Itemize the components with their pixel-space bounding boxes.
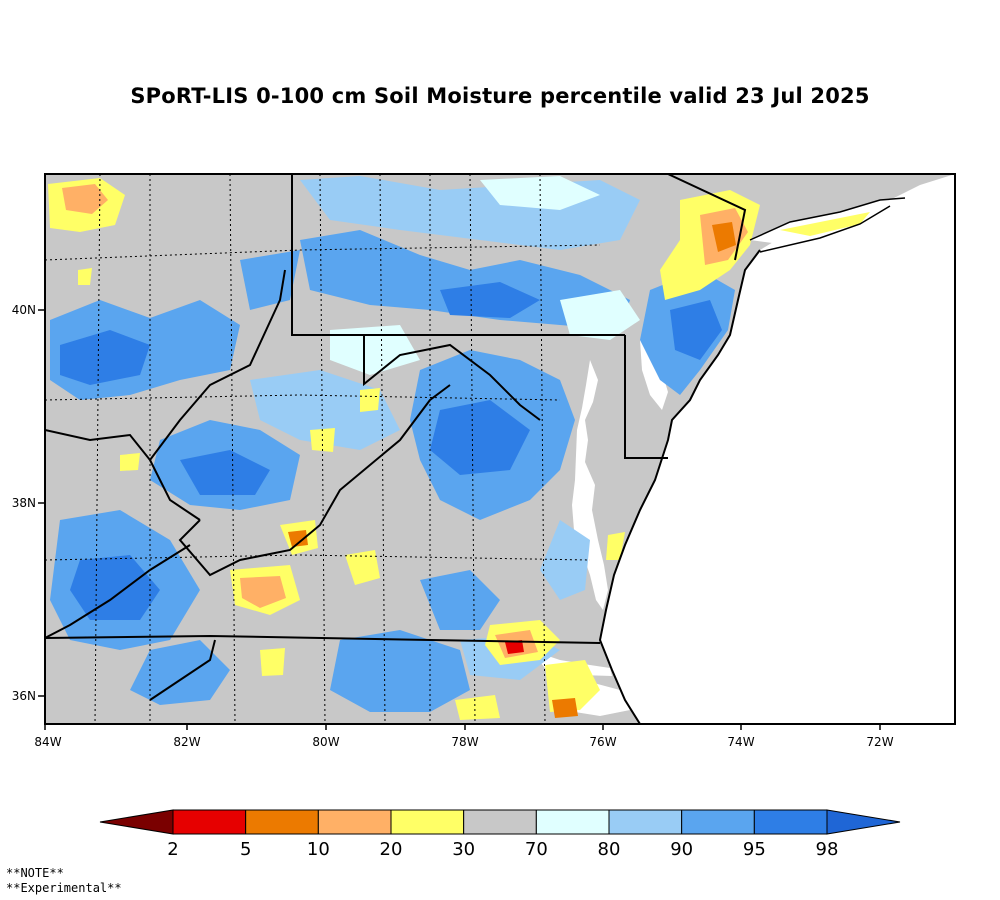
colorbar-segment — [753, 809, 828, 835]
coastline — [598, 249, 761, 724]
colorbar-segment — [317, 809, 392, 835]
colorbar-segment — [535, 809, 610, 835]
colorbar-segment — [172, 809, 247, 835]
colorbar-left-arrow — [99, 809, 174, 835]
colorbar-label: 90 — [670, 839, 693, 860]
lat-label-38n: 38N — [12, 496, 36, 510]
lon-label-74w: 74W — [727, 735, 754, 749]
dry-regions — [48, 178, 870, 720]
very-high-moisture-regions — [60, 282, 722, 620]
note-line-2: **Experimental** — [6, 881, 122, 895]
colorbar-segment — [608, 809, 683, 835]
colorbar-right-arrow — [826, 809, 901, 835]
county-lines — [45, 174, 601, 724]
colorbar-label: 80 — [598, 839, 621, 860]
lon-label-78w: 78W — [451, 735, 478, 749]
atlantic-ocean — [600, 174, 955, 724]
colorbar-label: 5 — [240, 839, 251, 860]
map-frame — [44, 173, 956, 725]
lon-label-80w: 80W — [312, 735, 339, 749]
long-island-coast — [749, 197, 906, 253]
colorbar-label: 10 — [307, 839, 330, 860]
map-title: SPoRT-LIS 0-100 cm Soil Moisture percent… — [130, 84, 870, 108]
colorbar-label: 95 — [743, 839, 766, 860]
colorbar-label: 2 — [167, 839, 178, 860]
colorbar-segment — [681, 809, 755, 835]
colorbar-label: 98 — [816, 839, 839, 860]
lon-label-82w: 82W — [173, 735, 200, 749]
note-line-1: **NOTE** — [6, 866, 64, 880]
colorbar-label: 30 — [452, 839, 475, 860]
lon-label-72w: 72W — [866, 735, 893, 749]
latitude-axis: 40N 38N 36N — [12, 303, 45, 703]
lat-label-36n: 36N — [12, 689, 36, 703]
state-boundaries — [45, 174, 747, 701]
longitude-axis: 84W 82W 80W 78W 76W 74W 72W — [34, 724, 894, 749]
normal-high-regions — [330, 176, 640, 375]
lat-label-40n: 40N — [12, 303, 36, 317]
colorbar-label: 70 — [525, 839, 548, 860]
delaware-bay — [640, 340, 668, 410]
lon-label-76w: 76W — [589, 735, 616, 749]
note-text: **NOTE** **Experimental** — [6, 866, 122, 896]
colorbar-segment — [390, 809, 465, 835]
colorbar-label: 20 — [380, 839, 403, 860]
colorbar-segment — [245, 809, 319, 835]
colorbar-segment — [463, 809, 537, 835]
lon-label-84w: 84W — [34, 735, 61, 749]
colorbar: 2 5 10 20 30 70 80 90 95 98 — [99, 809, 901, 860]
